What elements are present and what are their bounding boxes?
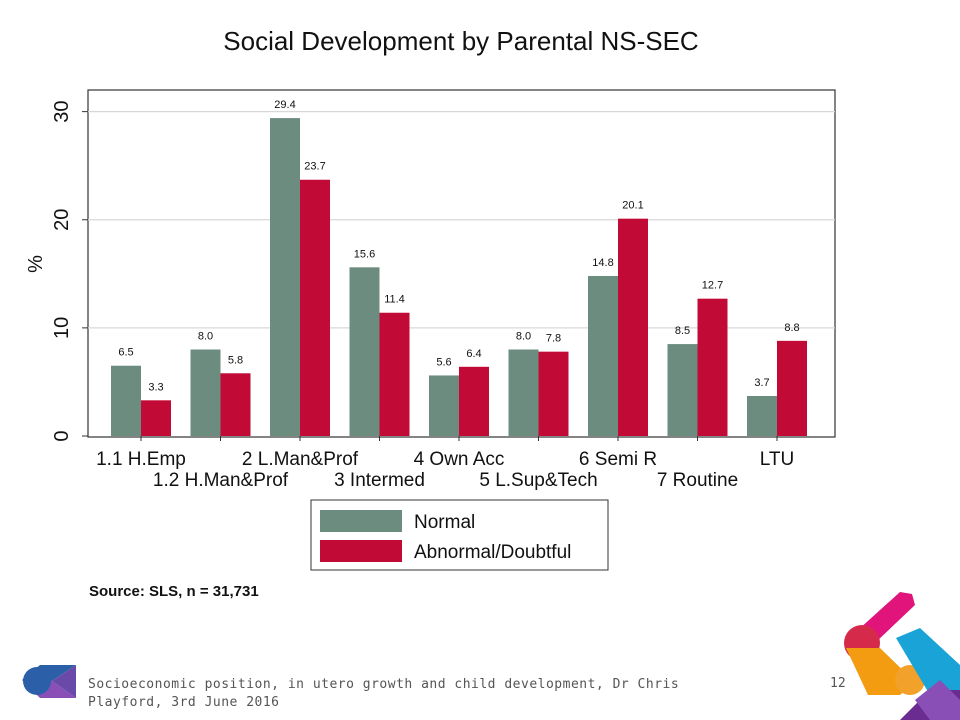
y-tick-label: 20: [51, 209, 73, 231]
x-tick-label: 2 L.Man&Prof: [242, 449, 359, 470]
data-label: 5.6: [436, 356, 451, 368]
bar-abnormal: [379, 312, 410, 436]
source-note: Source: SLS, n = 31,731: [89, 583, 259, 600]
data-label: 6.5: [118, 347, 133, 359]
bar-abnormal: [777, 340, 807, 436]
data-label: 3.3: [148, 381, 163, 393]
x-tick-label: 5 L.Sup&Tech: [479, 470, 597, 491]
x-tick-label: LTU: [760, 449, 794, 470]
y-tick-label: 0: [51, 430, 73, 441]
bar-normal: [429, 375, 459, 436]
x-tick-label: 6 Semi R: [579, 449, 657, 470]
x-tick-label: 3 Intermed: [334, 470, 425, 491]
data-label: 12.7: [702, 280, 723, 292]
data-label: 8.8: [784, 322, 799, 334]
bar-abnormal: [141, 400, 171, 436]
y-tick-label: 10: [51, 317, 73, 339]
data-label: 23.7: [304, 161, 325, 173]
data-label: 8.5: [675, 325, 690, 337]
legend-label-abnormal: Abnormal/Doubtful: [414, 542, 571, 563]
bar-abnormal: [459, 366, 489, 436]
footer-text: Socioeconomic position, in utero growth …: [88, 677, 680, 710]
x-tick-label: 1.2 H.Man&Prof: [153, 470, 289, 491]
bar-normal: [508, 349, 539, 436]
data-label: 3.7: [754, 377, 769, 389]
data-label: 15.6: [354, 248, 375, 260]
value-labels: 6.5 8.0 29.4 15.6 5.6 8.0 14.8 8.5 3.7 3.3 5.8 23.7…: [118, 99, 799, 393]
bar-normal: [349, 267, 380, 436]
bar-normal: [111, 365, 141, 436]
bar-normal: [667, 344, 698, 436]
bar-normal: [190, 349, 221, 436]
y-axis: 0 10 20 30: [51, 101, 88, 442]
x-tick-label: 1.1 H.Emp: [96, 449, 186, 470]
bar-normal: [270, 118, 300, 437]
x-tick-label: 4 Own Acc: [414, 449, 505, 470]
bar-normal: [588, 275, 618, 436]
bar-abnormal: [697, 298, 728, 436]
y-axis-label: %: [25, 255, 47, 273]
data-label: 20.1: [622, 200, 643, 212]
data-label: 8.0: [198, 331, 213, 343]
y-tick-label: 30: [51, 101, 73, 123]
data-label: 6.4: [466, 348, 481, 360]
legend-label-normal: Normal: [414, 512, 475, 533]
bar-abnormal: [300, 179, 330, 436]
bar-normal: [747, 395, 777, 436]
legend: Normal Abnormal/Doubtful: [310, 499, 609, 571]
data-label: 11.4: [384, 294, 405, 306]
chart-title: Social Development by Parental NS-SEC: [223, 26, 698, 56]
data-label: 5.8: [228, 354, 243, 366]
data-label: 8.0: [516, 331, 531, 343]
data-label: 7.8: [546, 333, 561, 345]
brand-logo-left: [22, 665, 76, 698]
data-label: 29.4: [274, 99, 295, 111]
brand-logo-right: [844, 592, 960, 720]
data-label: 14.8: [592, 257, 613, 269]
x-tick-label: 7 Routine: [657, 470, 738, 491]
legend-swatch-abnormal: [320, 540, 402, 562]
bar-abnormal: [220, 373, 251, 436]
legend-swatch-normal: [320, 510, 402, 532]
bar-abnormal: [538, 351, 569, 436]
bars: [111, 118, 807, 437]
page-number: 12: [830, 676, 846, 691]
bar-abnormal: [618, 218, 648, 436]
